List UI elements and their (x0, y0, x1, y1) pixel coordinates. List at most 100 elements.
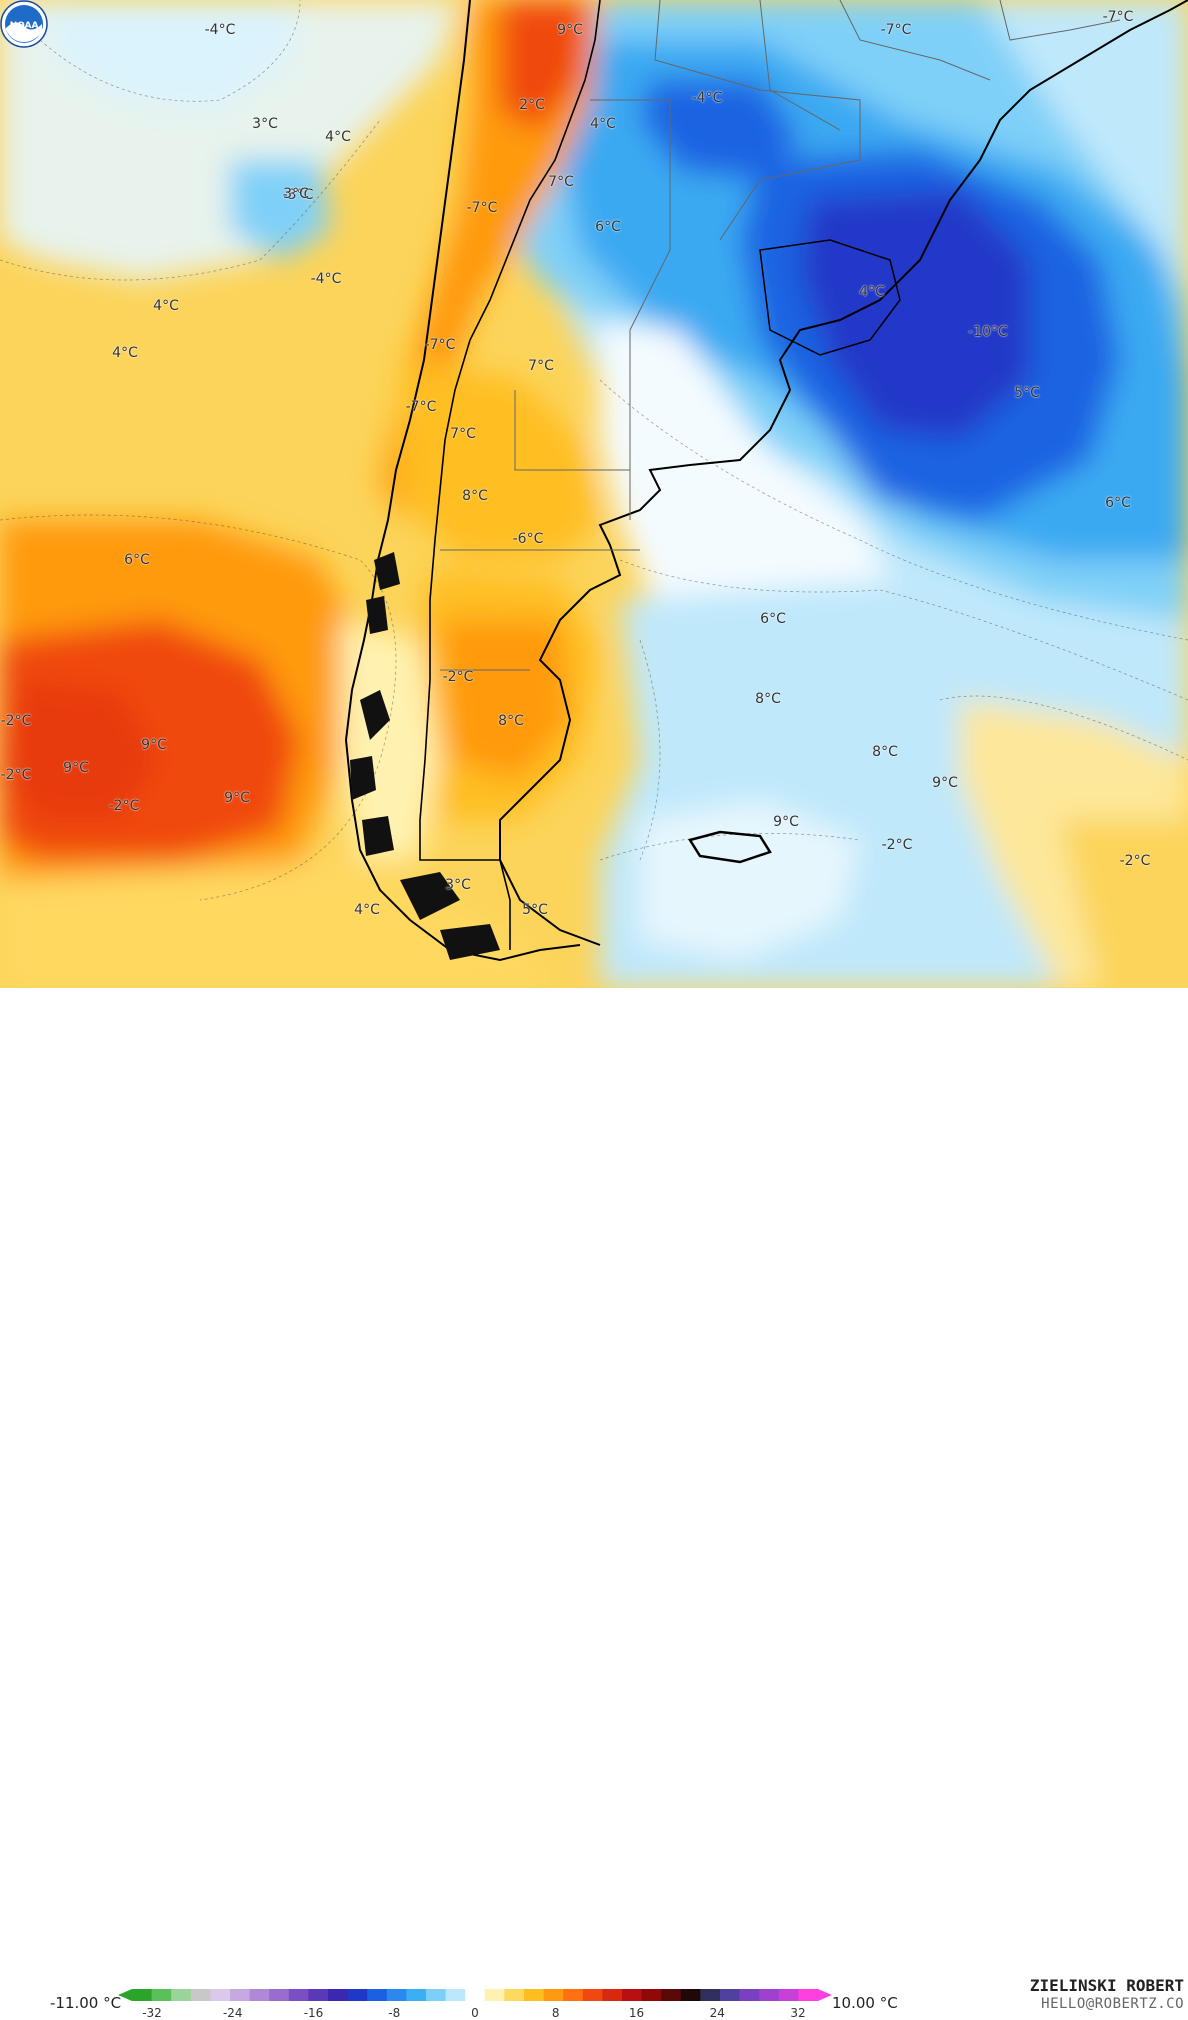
colorbar-swatch (543, 1989, 564, 2001)
colorbar-swatch (622, 1989, 643, 2001)
colorbar-swatch (347, 1989, 368, 2001)
colorbar-tick-label: -16 (303, 2006, 324, 2020)
temperature-label: 6°C (124, 552, 150, 568)
temperature-label: 8°C (872, 744, 898, 760)
temperature-label: -2°C (0, 767, 32, 783)
temperature-label: -7°C (880, 22, 912, 38)
colorbar-swatch (445, 1989, 466, 2001)
temperature-label: -2°C (0, 713, 32, 729)
temperature-label: 4°C (112, 345, 138, 361)
temperature-label: 2°C (519, 97, 545, 113)
temperature-label: 9°C (557, 22, 583, 38)
temperature-label: 6°C (1105, 495, 1131, 511)
temperature-label: 6°C (595, 219, 621, 235)
fjords (350, 552, 500, 960)
legend-footer: -11.00 °C 10.00 °C -32 -24 -16 -8 0 8 16 24 32 Z… (0, 988, 1188, 2020)
colorbar-swatch (406, 1989, 427, 2001)
temperature-label: -7°C (405, 399, 437, 415)
temperature-label: -4°C (691, 90, 723, 106)
colorbar-swatch (288, 1989, 309, 2001)
colorbar-swatch (210, 1989, 231, 2001)
colorbar-swatch (720, 1989, 741, 2001)
temperature-label: 4°C (590, 116, 616, 132)
temperature-label: 7°C (528, 358, 554, 374)
noaa-logo: NOAA (0, 0, 48, 48)
colorbar-swatch (602, 1989, 623, 2001)
colorbar-swatch (386, 1989, 407, 2001)
temperature-label: 3°C (252, 116, 278, 132)
colorbar-tick-label: 16 (628, 2006, 645, 2020)
temperature-label: -2°C (442, 669, 474, 685)
colorbar-swatch (484, 1989, 505, 2001)
colorbar-swatch (563, 1989, 584, 2001)
temperature-label: 4°C (153, 298, 179, 314)
colorbar-swatch (132, 1989, 153, 2001)
temperature-label: 8°C (755, 691, 781, 707)
temperature-label: 7°C (548, 174, 574, 190)
temperature-label: -7°C (1102, 9, 1134, 25)
temperature-label: 9°C (63, 760, 89, 776)
temperature-label: -2°C (108, 798, 140, 814)
contours (0, 0, 1188, 901)
colorbar-tick-label: -32 (142, 2006, 162, 2020)
temperature-label: 5°C (522, 902, 548, 918)
temperature-label: 4°C (325, 129, 351, 145)
colorbar-swatch (661, 1989, 682, 2001)
colorbar-swatch (151, 1989, 172, 2001)
colorbar-min-arrow (118, 1989, 132, 2001)
colorbar-tick-label: 8 (551, 2006, 560, 2020)
temperature-label: 8°C (498, 713, 524, 729)
temperature-label: -2°C (1119, 853, 1151, 869)
temperature-label: 8°C (462, 488, 488, 504)
temperature-label: -6°C (512, 531, 544, 547)
chile-border (419, 0, 601, 950)
noaa-logo-text: NOAA (10, 21, 39, 31)
colorbar-max-arrow (818, 1989, 832, 2001)
colorbar-swatch (504, 1989, 525, 2001)
colorbar-swatch (328, 1989, 349, 2001)
temperature-label: 6°C (760, 611, 786, 627)
temperature-label: 9°C (224, 790, 250, 806)
temperature-label: 9°C (773, 814, 799, 830)
colorbar-swatch (739, 1989, 760, 2001)
credit-name: ZIELINSKI ROBERT (1029, 1976, 1184, 1995)
temperature-label: 4°C (859, 284, 885, 300)
temperature-label: -4°C (204, 22, 236, 38)
colorbar-tick-label: -8 (388, 2006, 401, 2020)
temperature-label: 3°C (283, 186, 309, 202)
colorbar-swatch (680, 1989, 701, 2001)
colorbar-swatch (582, 1989, 603, 2001)
colorbar-swatch (230, 1989, 251, 2001)
colorbar-tick-label: 32 (790, 2006, 806, 2020)
colorbar-swatch (269, 1989, 290, 2001)
province-borders (440, 0, 1121, 671)
temperature-label: 5°C (1014, 385, 1040, 401)
temperature-label: -3°C (282, 187, 314, 203)
colorbar-swatch (367, 1989, 388, 2001)
temperature-label: -7°C (466, 200, 498, 216)
colorbar-swatch (778, 1989, 799, 2001)
colorbar-swatch (171, 1989, 192, 2001)
temperature-label: 9°C (932, 775, 958, 791)
temperature-label: -4°C (310, 271, 342, 287)
temperature-label: 7°C (450, 426, 476, 442)
colorbar-swatch (426, 1989, 447, 2001)
legend-min-label: -11.00 °C (50, 1994, 122, 2012)
temperature-label: -2°C (881, 837, 913, 853)
colorbar-swatch (524, 1989, 545, 2001)
colorbar-swatch (190, 1989, 211, 2001)
temperature-label: -10°C (968, 324, 1008, 340)
colorbar-swatch (249, 1989, 270, 2001)
temperature-label: -7°C (424, 337, 456, 353)
legend-max-label: 10.00 °C (832, 1994, 898, 2012)
temperature-anomaly-map: -4°C 9°C -7°C -4°C -7°C 2°C 4°C 3°C 4°C -3°C 7°C -7… (0, 0, 1188, 988)
map-layers (0, 0, 1188, 988)
colorbar-tick-label: -24 (222, 2006, 243, 2020)
temperature-field (0, 0, 1188, 988)
colorbar-swatch (641, 1989, 662, 2001)
colorbar-swatch (465, 1989, 486, 2001)
temperature-label: 9°C (141, 737, 167, 753)
temperature-label: 3°C (445, 877, 471, 893)
colorbar-swatch (308, 1989, 329, 2001)
colorbar-tick-label: 24 (709, 2006, 725, 2020)
